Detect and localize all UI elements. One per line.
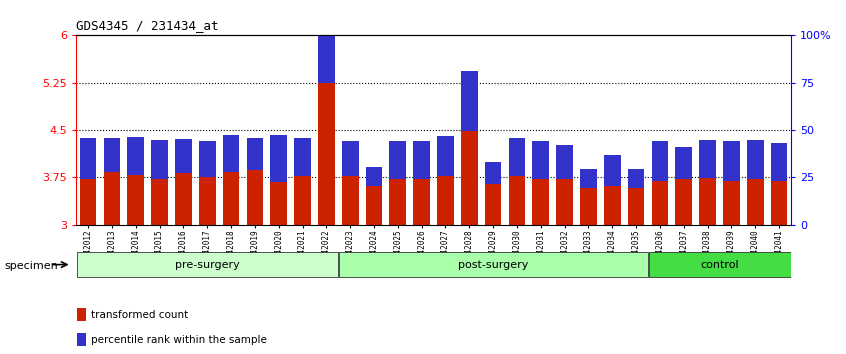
Bar — [700, 178, 716, 225]
Bar — [199, 177, 216, 225]
Bar — [222, 172, 239, 225]
FancyBboxPatch shape — [77, 252, 338, 278]
Bar — [246, 138, 263, 171]
Bar — [294, 138, 310, 176]
Bar — [103, 138, 120, 172]
Bar — [771, 143, 788, 181]
Bar — [246, 171, 263, 225]
Bar — [628, 169, 645, 188]
Bar — [318, 84, 335, 225]
Bar — [175, 139, 192, 173]
Text: GDS4345 / 231434_at: GDS4345 / 231434_at — [76, 19, 218, 33]
Bar — [128, 137, 144, 175]
Bar — [365, 185, 382, 225]
Bar — [128, 175, 144, 225]
Bar — [485, 162, 502, 184]
Bar — [675, 147, 692, 179]
Bar — [151, 139, 168, 179]
Text: post-surgery: post-surgery — [458, 259, 529, 270]
Bar — [771, 181, 788, 225]
Bar — [651, 142, 668, 181]
Bar — [461, 71, 478, 131]
Bar — [389, 141, 406, 179]
Text: control: control — [700, 259, 739, 270]
Bar — [700, 140, 716, 178]
Bar — [151, 179, 168, 225]
Bar — [437, 136, 453, 176]
Bar — [77, 333, 86, 346]
Bar — [80, 179, 96, 225]
Bar — [557, 179, 573, 225]
Bar — [77, 308, 86, 321]
Bar — [318, 0, 335, 84]
Bar — [389, 179, 406, 225]
Bar — [508, 176, 525, 225]
Bar — [271, 135, 287, 182]
Bar — [628, 188, 645, 225]
Text: pre-surgery: pre-surgery — [175, 259, 239, 270]
Bar — [365, 167, 382, 185]
Bar — [414, 141, 430, 179]
Bar — [103, 172, 120, 225]
Bar — [342, 142, 359, 176]
Bar — [342, 176, 359, 225]
Bar — [485, 184, 502, 225]
Bar — [414, 179, 430, 225]
Bar — [271, 182, 287, 225]
Bar — [199, 142, 216, 177]
Bar — [80, 138, 96, 179]
Bar — [294, 176, 310, 225]
FancyBboxPatch shape — [338, 252, 647, 278]
Bar — [557, 145, 573, 179]
Text: transformed count: transformed count — [91, 310, 188, 320]
Bar — [747, 139, 764, 179]
Text: specimen: specimen — [4, 261, 58, 271]
Bar — [747, 179, 764, 225]
Bar — [508, 138, 525, 176]
Bar — [532, 179, 549, 225]
Bar — [580, 188, 596, 225]
Bar — [604, 185, 621, 225]
Bar — [437, 176, 453, 225]
Text: percentile rank within the sample: percentile rank within the sample — [91, 335, 266, 346]
Bar — [723, 142, 739, 181]
Bar — [723, 181, 739, 225]
Bar — [532, 142, 549, 179]
Bar — [175, 173, 192, 225]
Bar — [222, 135, 239, 172]
Bar — [675, 179, 692, 225]
Bar — [604, 155, 621, 185]
FancyBboxPatch shape — [649, 252, 790, 278]
Bar — [580, 169, 596, 188]
Bar — [461, 131, 478, 225]
Bar — [651, 181, 668, 225]
